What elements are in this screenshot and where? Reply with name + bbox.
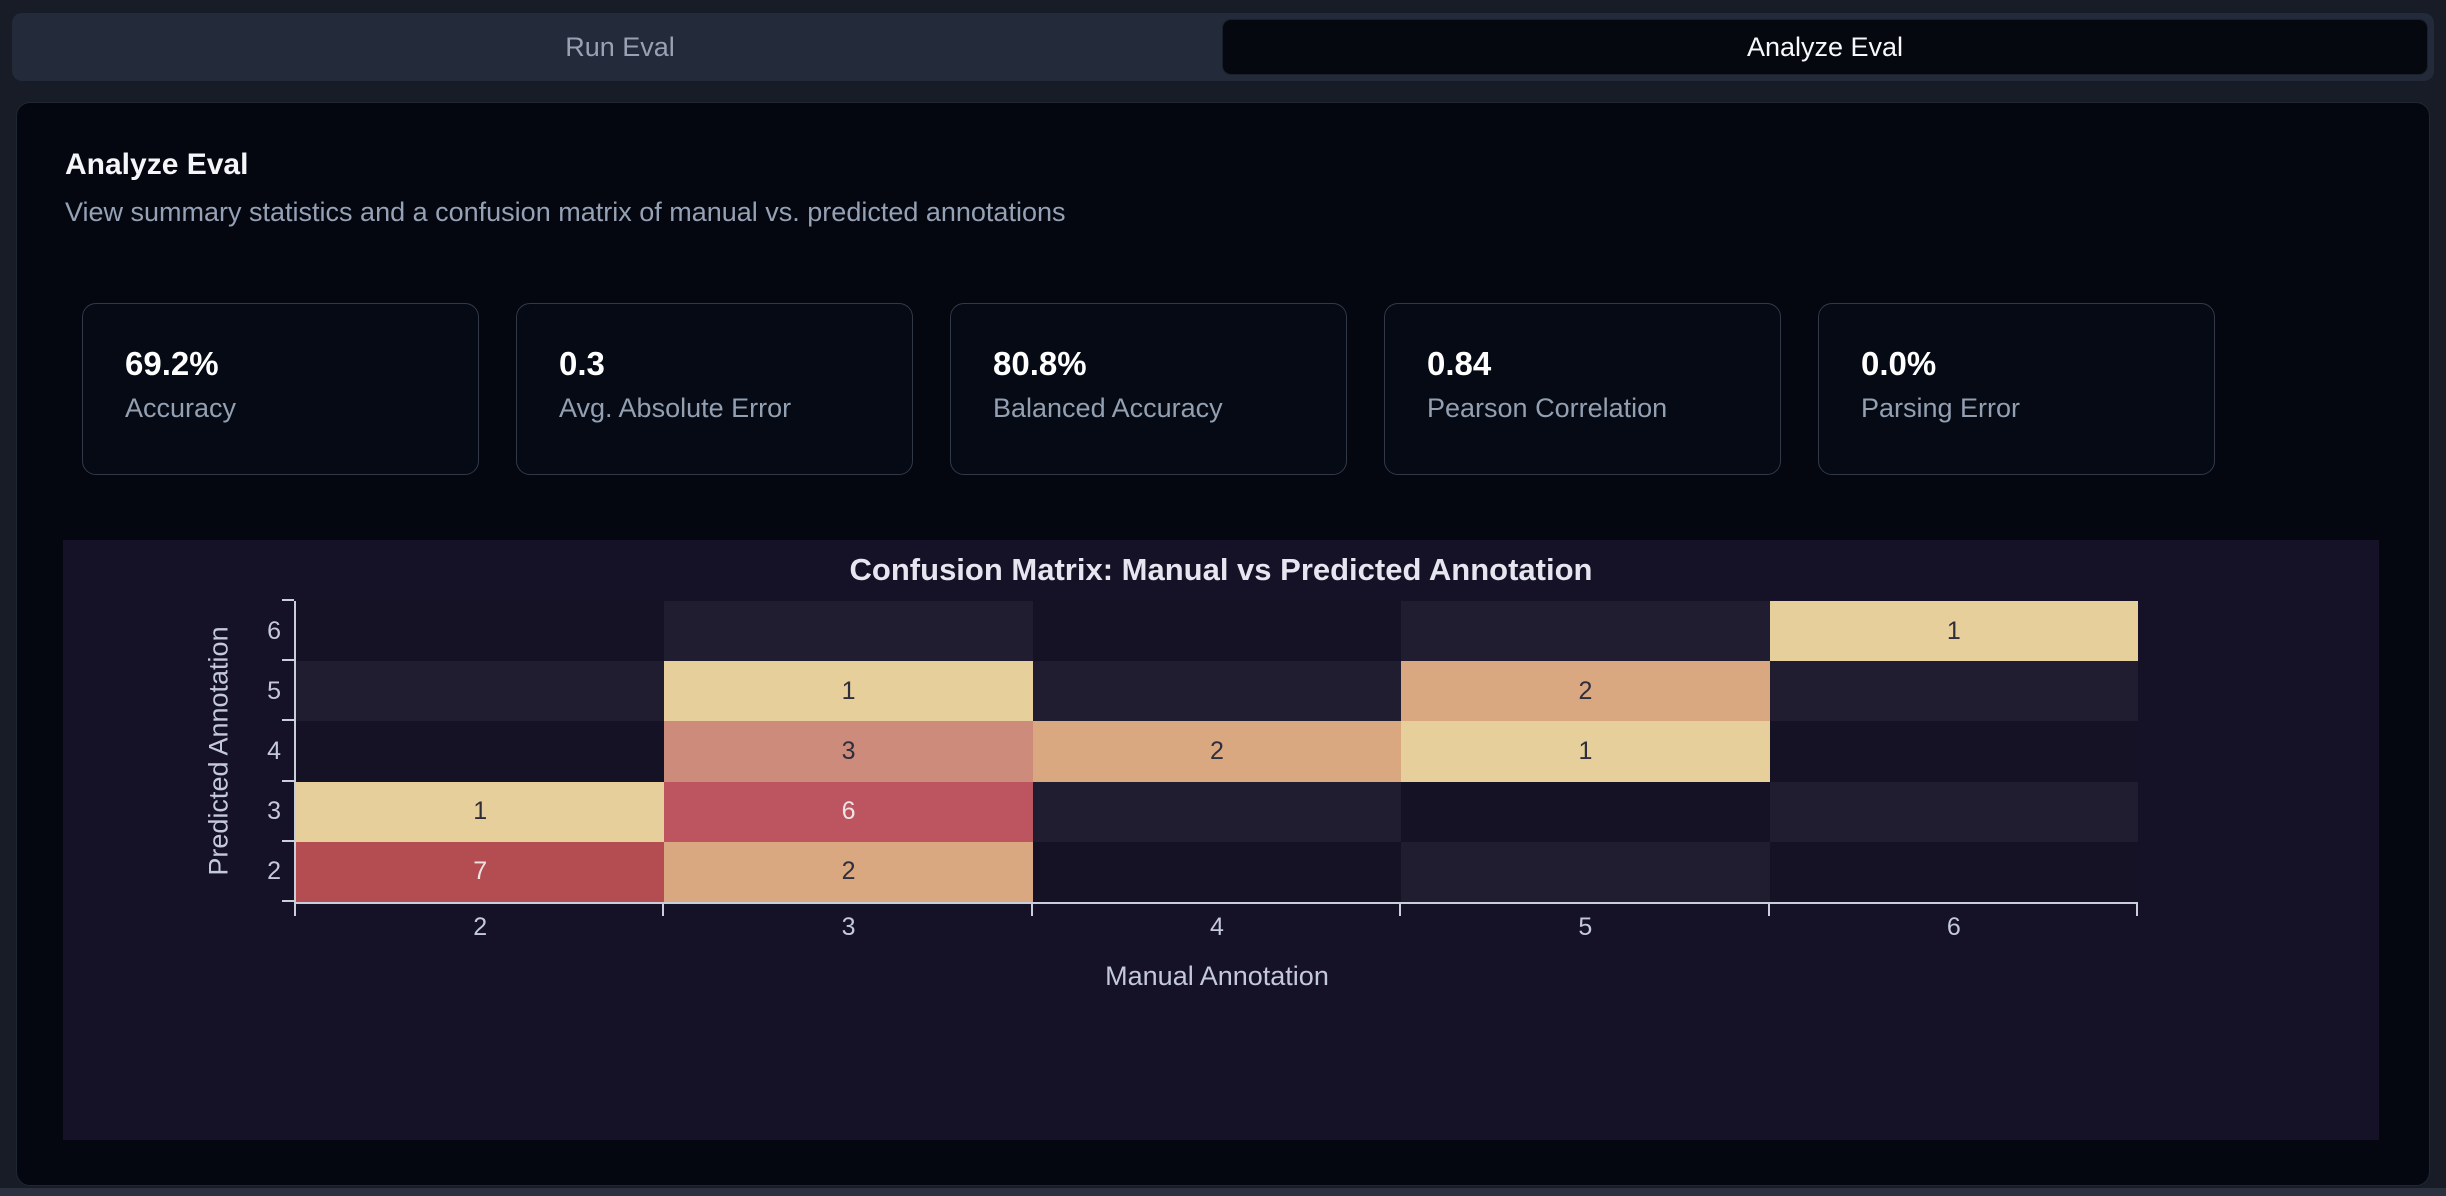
matrix-cell (1032, 781, 1402, 842)
matrix-cell: 1 (296, 781, 665, 842)
matrix-cell (1032, 841, 1402, 902)
cell-annotation: 2 (841, 857, 856, 886)
cell-annotation: 3 (841, 736, 856, 765)
x-axis-tick (1030, 904, 1033, 916)
matrix-cell (1401, 601, 1770, 662)
stats-row: 69.2% Accuracy 0.3 Avg. Absolute Error 80.8%… (82, 303, 2381, 475)
matrix-grid: 1 1 2 3 2 1 1 6 7 2 (296, 601, 2138, 902)
stat-label: Avg. Absolute Error (559, 393, 792, 423)
stat-card: 69.2% Accuracy (82, 303, 479, 475)
stat-value: 0.3 (559, 345, 605, 382)
y-tick-label: 4 (267, 736, 281, 765)
matrix-cell: 2 (1401, 661, 1770, 722)
y-tick-label: 2 (267, 857, 281, 886)
cell-annotation: 1 (841, 676, 856, 705)
y-axis-line (294, 601, 296, 904)
stat-card: 0.84 Pearson Correlation (1384, 303, 1781, 475)
stat-label: Accuracy (125, 393, 237, 423)
matrix-cell (1032, 601, 1402, 662)
matrix-cell (664, 601, 1033, 662)
x-tick-label: 5 (1578, 913, 1593, 941)
y-axis-tick (282, 900, 294, 902)
x-axis-tick (294, 904, 296, 916)
x-axis-tick (1399, 904, 1402, 916)
matrix-cell: 2 (1032, 721, 1402, 782)
matrix-cell (1769, 841, 2138, 902)
stat-value: 0.0% (1861, 345, 1937, 382)
stat-value: 69.2% (125, 345, 219, 382)
cell-annotation: 1 (473, 797, 488, 826)
y-tick-label: 6 (267, 616, 281, 645)
cell-annotation: 2 (1578, 676, 1593, 705)
matrix-cell (1401, 781, 1770, 842)
x-axis-tick (2136, 904, 2138, 916)
stat-label: Pearson Correlation (1427, 393, 1668, 423)
y-axis-tick (282, 659, 294, 662)
matrix-cell (1401, 841, 1770, 902)
tab-analyze-eval[interactable]: Analyze Eval (1222, 19, 2428, 75)
page-title: Analyze Eval (65, 148, 249, 181)
matrix-cell: 1 (1769, 601, 2138, 662)
matrix-cell (1769, 661, 2138, 722)
tab-run-eval[interactable]: Run Eval (565, 31, 675, 62)
cell-annotation: 6 (841, 797, 856, 826)
matrix-cell: 2 (664, 841, 1033, 902)
matrix-cell (296, 721, 665, 782)
cell-annotation: 7 (473, 857, 488, 886)
x-axis-tick (1767, 904, 1770, 916)
stat-card: 0.0% Parsing Error (1818, 303, 2215, 475)
matrix-cell: 7 (296, 841, 665, 902)
cell-annotation: 2 (1210, 736, 1224, 765)
page-subtitle: View summary statistics and a confusion … (65, 197, 1066, 227)
x-tick-label: 4 (1210, 913, 1224, 941)
window-bottom-edge (0, 1188, 2446, 1196)
x-axis-tick (662, 904, 665, 916)
tab-bar: Run Eval Analyze Eval (12, 13, 2434, 81)
matrix-cell (1769, 781, 2138, 842)
y-axis-tick (282, 779, 294, 782)
matrix-cell: 6 (664, 781, 1033, 842)
chart-title: Confusion Matrix: Manual vs Predicted An… (849, 552, 1593, 587)
analyze-eval-panel: Analyze Eval View summary statistics and… (16, 102, 2430, 1186)
stat-value: 0.84 (1427, 345, 1492, 382)
y-axis-tick (282, 599, 294, 601)
stat-card: 80.8% Balanced Accuracy (950, 303, 1347, 475)
stat-label: Balanced Accuracy (993, 393, 1223, 423)
x-axis-line (294, 902, 2138, 904)
stat-card: 0.3 Avg. Absolute Error (516, 303, 913, 475)
matrix-cell (1032, 661, 1402, 722)
y-axis-tick (282, 719, 294, 722)
matrix-cell (296, 661, 665, 722)
x-tick-label: 6 (1946, 913, 1961, 941)
cell-annotation: 1 (1578, 736, 1593, 765)
confusion-matrix-figure: Confusion Matrix: Manual vs Predicted An… (63, 540, 2379, 1140)
matrix-cell: 1 (1401, 721, 1770, 782)
stat-value: 80.8% (993, 345, 1087, 382)
stat-label: Parsing Error (1861, 393, 2021, 423)
cell-annotation: 1 (1946, 616, 1961, 645)
x-axis-title: Manual Annotation (1105, 961, 1329, 991)
y-axis-tick (282, 839, 294, 842)
matrix-cell: 1 (664, 661, 1033, 722)
x-tick-label: 3 (841, 913, 856, 941)
matrix-cell: 3 (664, 721, 1033, 782)
y-tick-label: 5 (267, 676, 281, 705)
matrix-cell (1769, 721, 2138, 782)
x-tick-label: 2 (473, 913, 488, 941)
y-tick-label: 3 (267, 797, 281, 826)
matrix-cell (296, 601, 665, 662)
